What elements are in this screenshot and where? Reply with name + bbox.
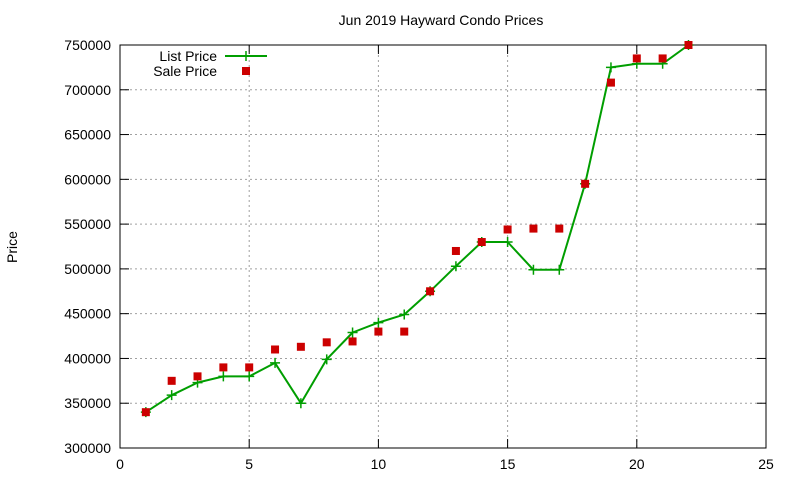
sale-price-point xyxy=(219,363,228,372)
list-price-point xyxy=(373,317,384,328)
sale-price-point xyxy=(581,179,590,188)
sale-price-point xyxy=(141,408,150,417)
y-tick-label: 600000 xyxy=(64,171,111,187)
list-price-point xyxy=(218,371,229,382)
x-tick-label: 20 xyxy=(629,456,645,472)
list-price-point xyxy=(528,264,539,275)
y-tick-label: 750000 xyxy=(64,37,111,53)
sale-price-point xyxy=(193,372,202,381)
y-axis-title: Price xyxy=(4,231,20,263)
y-tick-label: 650000 xyxy=(64,127,111,143)
sale-price-point xyxy=(271,345,280,354)
chart-title: Jun 2019 Hayward Condo Prices xyxy=(339,12,544,28)
sale-price-point xyxy=(400,327,409,336)
legend-marker-list-price xyxy=(241,51,251,61)
legend: List Price Sale Price xyxy=(153,48,267,79)
plot-frame xyxy=(119,44,767,449)
sale-price-point xyxy=(167,376,176,385)
y-tick-label: 500000 xyxy=(64,261,111,277)
x-tick-label: 15 xyxy=(500,456,516,472)
x-tick-label: 0 xyxy=(116,456,124,472)
y-tick-label: 450000 xyxy=(64,306,111,322)
sale-price-point xyxy=(529,224,538,233)
legend-label-sale-price: Sale Price xyxy=(153,63,217,79)
sale-price-point xyxy=(606,78,615,87)
sale-price-point xyxy=(632,54,641,63)
list-price-point xyxy=(554,264,565,275)
sale-price-point xyxy=(348,337,357,346)
x-tick-label: 10 xyxy=(371,456,387,472)
list-price-line xyxy=(145,44,690,414)
x-tick-label: 5 xyxy=(245,456,253,472)
legend-label-list-price: List Price xyxy=(159,48,217,64)
list-price-point xyxy=(450,261,461,272)
sale-price-point xyxy=(477,238,486,247)
list-price-point xyxy=(166,390,177,401)
list-price-point xyxy=(502,237,513,248)
list-price-point xyxy=(295,398,306,409)
series-layer xyxy=(140,40,694,418)
y-tick-label: 400000 xyxy=(64,350,111,366)
y-tick-label: 300000 xyxy=(64,440,111,456)
list-price-point xyxy=(244,371,255,382)
sale-price-point xyxy=(555,224,564,233)
sale-price-point xyxy=(245,363,254,372)
list-price-point xyxy=(321,354,332,365)
sale-price-point xyxy=(374,327,383,336)
list-price-point xyxy=(399,309,410,320)
sale-price-point xyxy=(451,246,460,255)
axis-ticks: 300000 350000 400000 450000 500000 550000 6000… xyxy=(64,37,774,472)
list-price-point xyxy=(347,327,358,338)
sale-price-point xyxy=(658,54,667,63)
sale-price-point xyxy=(426,287,435,296)
sale-price-point xyxy=(296,342,305,351)
x-tick-label: 25 xyxy=(758,456,774,472)
y-tick-label: 700000 xyxy=(64,82,111,98)
list-price-point xyxy=(605,62,616,73)
legend-marker-sale-price xyxy=(242,67,250,75)
y-tick-label: 550000 xyxy=(64,216,111,232)
y-tick-label: 350000 xyxy=(64,395,111,411)
sale-price-point xyxy=(503,225,512,234)
list-price-point xyxy=(270,357,281,368)
sale-price-point xyxy=(322,338,331,347)
sale-price-point xyxy=(684,41,693,49)
